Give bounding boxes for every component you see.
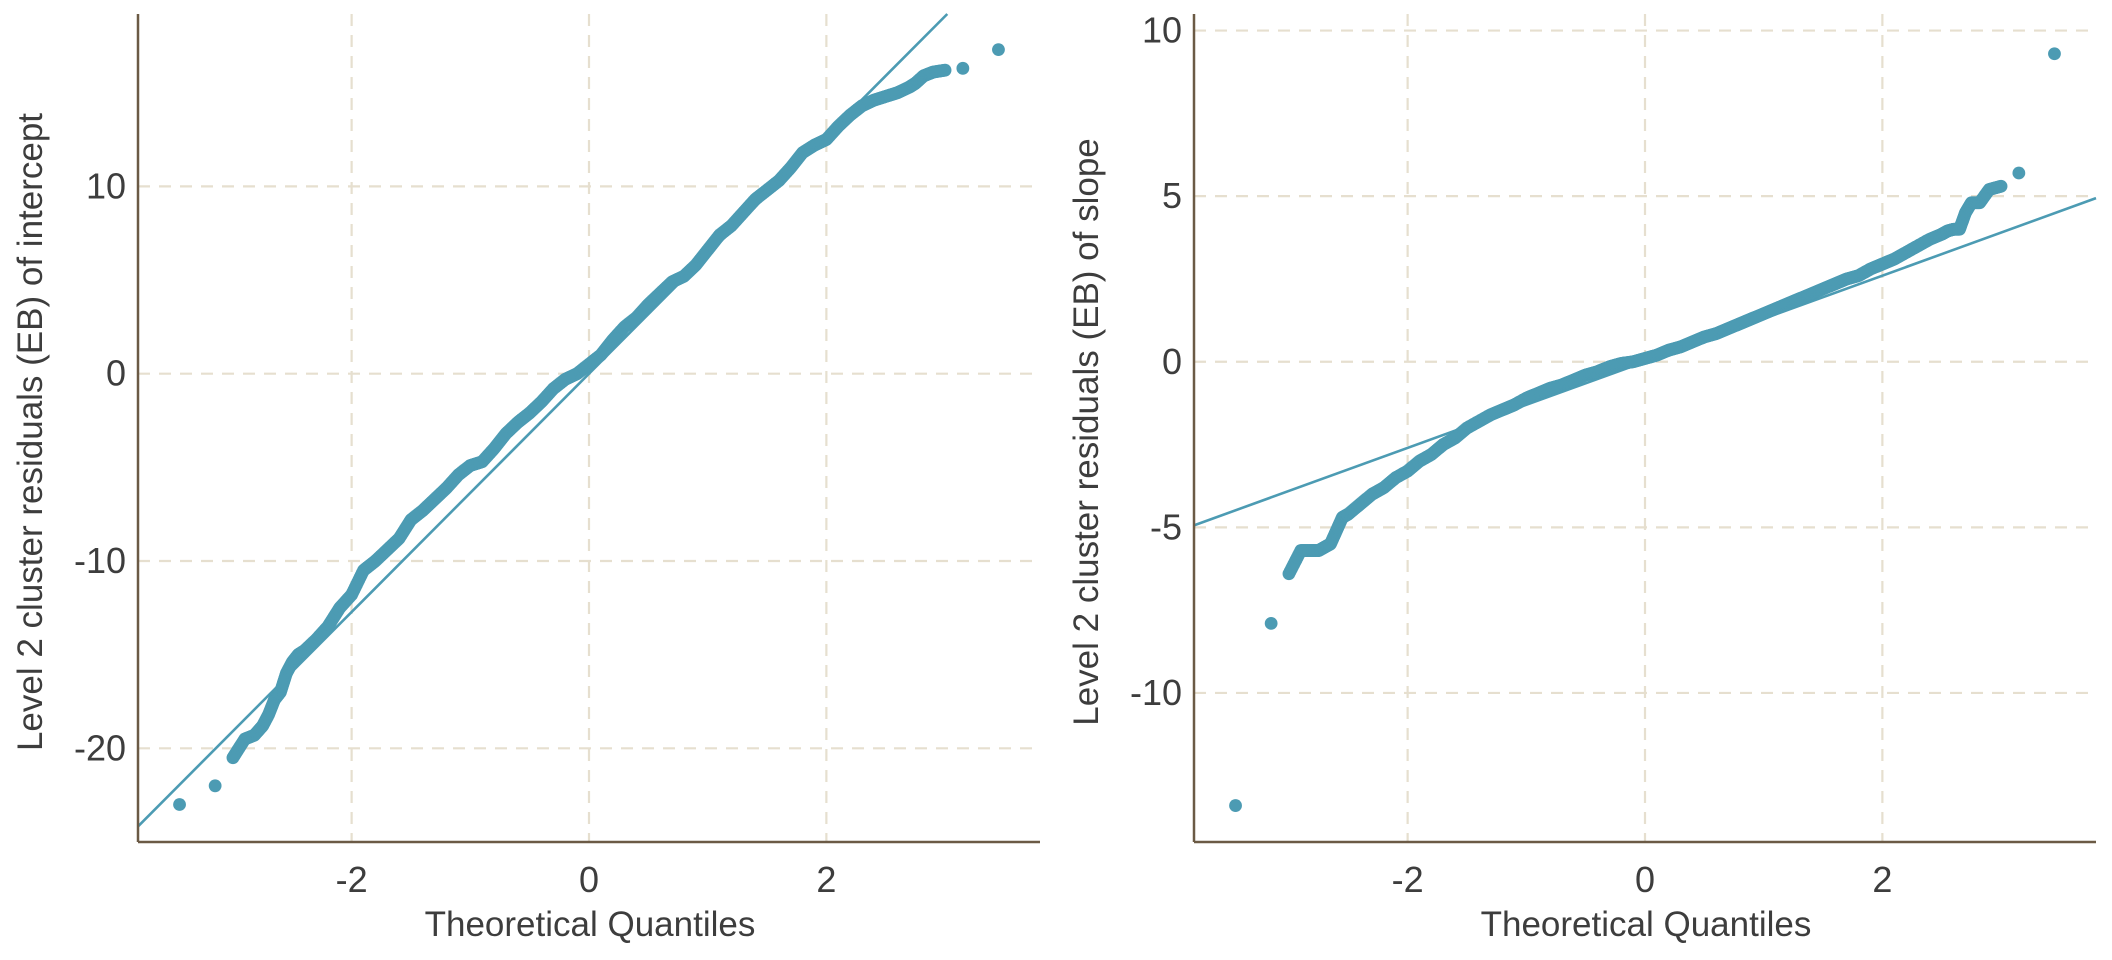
qq-plot-slope: -2 0 2 -10 -5 0 5 10 Theoretical Quantiles Lev…: [1067, 10, 2097, 944]
y-tick-label: -20: [74, 727, 126, 768]
x-axis-label-slope: Theoretical Quantiles: [1481, 905, 1812, 944]
qq-point: [1229, 799, 1242, 812]
gridlines-intercept: [138, 14, 1040, 842]
x-tick-label: 2: [1872, 859, 1892, 900]
y-tick-label: 0: [1162, 341, 1182, 382]
qq-point: [1993, 180, 2007, 193]
qq-point: [208, 779, 222, 793]
qq-point: [992, 43, 1005, 56]
y-ticks-intercept: -20 -10 0 10: [74, 165, 126, 768]
qq-point: [1264, 617, 1278, 630]
x-tick-label: 2: [816, 859, 836, 900]
qq-point: [956, 61, 970, 75]
x-tick-label: 0: [579, 859, 599, 900]
y-tick-label: -5: [1150, 506, 1182, 547]
x-tick-label: 0: [1635, 859, 1655, 900]
points-intercept: [173, 43, 1005, 811]
x-tick-label: -2: [1392, 859, 1424, 900]
qq-point: [173, 798, 186, 811]
qq-point: [2048, 47, 2061, 61]
y-tick-label: 0: [106, 353, 126, 394]
x-axis-label-intercept: Theoretical Quantiles: [425, 905, 756, 944]
y-tick-label: 10: [86, 165, 126, 206]
x-ticks-intercept: -2 0 2: [336, 859, 837, 900]
y-axis-label-slope: Level 2 cluster residuals (EB) of slope: [1067, 138, 1106, 726]
y-ticks-slope: -10 -5 0 5 10: [1130, 10, 1182, 713]
points-slope: [1229, 47, 2061, 812]
x-tick-label: -2: [336, 859, 368, 900]
x-ticks-slope: -2 0 2: [1392, 859, 1893, 900]
y-tick-label: -10: [1130, 672, 1182, 713]
y-tick-label: 5: [1162, 175, 1182, 216]
y-axis-label-intercept: Level 2 cluster residuals (EB) of interc…: [11, 113, 50, 751]
y-tick-label: 10: [1142, 10, 1182, 51]
y-tick-label: -10: [74, 540, 126, 581]
qq-point: [2012, 166, 2026, 180]
qq-point: [937, 63, 951, 77]
